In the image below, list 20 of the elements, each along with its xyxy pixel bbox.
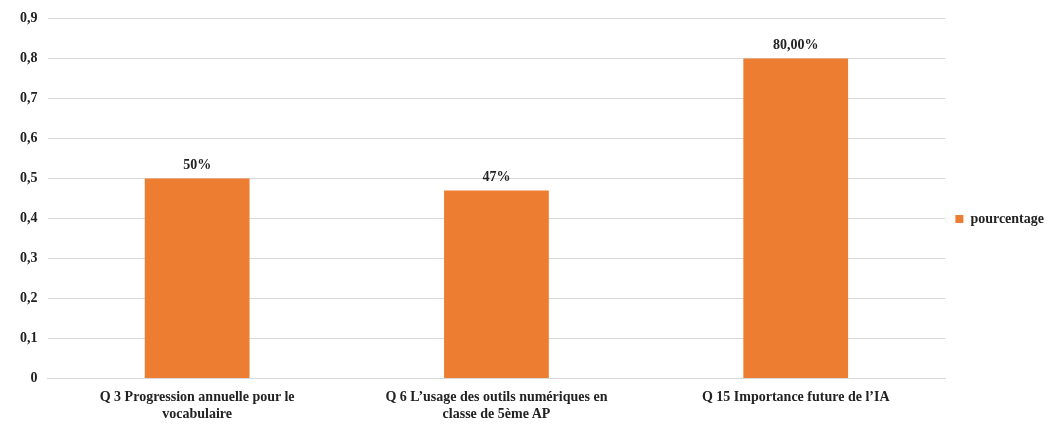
data-label: 47% <box>482 169 511 185</box>
y-tick-label: 0,4 <box>20 210 38 226</box>
y-tick-label: 0,3 <box>20 250 38 266</box>
y-tick-label: 0,1 <box>20 330 38 346</box>
data-label: 80,00% <box>772 37 819 53</box>
y-tick-label: 0,6 <box>20 130 38 146</box>
bar <box>144 178 250 378</box>
bar <box>444 190 549 378</box>
bar <box>743 58 849 378</box>
x-tick-label: Q 3 Progression annuelle pour le vocabulaire <box>99 389 295 422</box>
y-tick-label: 0,5 <box>20 170 38 186</box>
y-tick-label: 0,9 <box>20 10 38 26</box>
y-tick-label: 0,7 <box>20 90 38 106</box>
y-tick-label: 0,2 <box>20 290 38 306</box>
data-label: 50% <box>183 157 212 173</box>
legend-label: pourcentage <box>970 210 1044 226</box>
x-tick-label: Q 15 Importance future de l’IA <box>701 389 891 405</box>
y-tick-label: 0,8 <box>20 50 38 66</box>
y-tick-label: 0 <box>30 370 38 386</box>
x-tick-label: Q 6 L’usage des outils numériques en classe de 5ème AP <box>385 389 608 422</box>
